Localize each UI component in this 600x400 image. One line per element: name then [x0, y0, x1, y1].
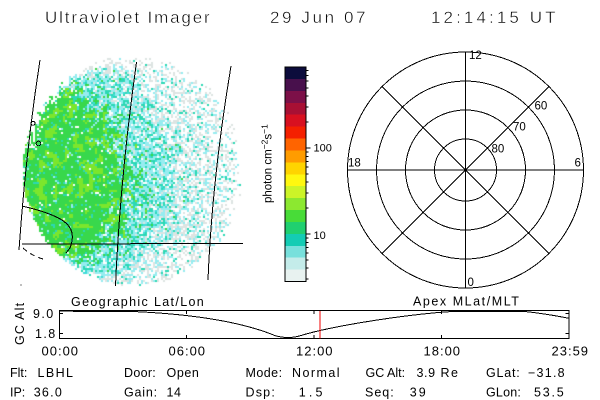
svg-text:3.9: 3.9: [417, 366, 436, 380]
svg-text:70: 70: [513, 122, 526, 134]
svg-text:Seq:: Seq:: [365, 386, 395, 400]
svg-text:12:00: 12:00: [296, 344, 334, 359]
svg-text:GC Alt:: GC Alt:: [366, 366, 406, 380]
svg-text:39: 39: [410, 386, 428, 400]
svg-text:Door:: Door:: [124, 366, 156, 380]
svg-text:36.0: 36.0: [34, 386, 63, 400]
svg-text:12: 12: [469, 50, 482, 62]
svg-text:Gain:: Gain:: [124, 386, 158, 400]
svg-text:IP:: IP:: [10, 386, 25, 400]
svg-text:18:00: 18:00: [424, 344, 462, 359]
svg-text:GLon:: GLon:: [486, 386, 521, 400]
svg-text:Dsp:: Dsp:: [246, 386, 277, 400]
svg-text:Flt:: Flt:: [10, 366, 27, 380]
svg-text:photon cm−2s−1: photon cm−2s−1: [260, 124, 275, 203]
svg-text:Normal: Normal: [292, 366, 341, 380]
svg-text:100: 100: [314, 143, 332, 155]
svg-text:80: 80: [492, 144, 505, 156]
svg-text:00:00: 00:00: [42, 344, 80, 359]
svg-text:23:59: 23:59: [552, 344, 590, 359]
svg-text:53.5: 53.5: [534, 386, 566, 400]
svg-text:18: 18: [348, 158, 361, 170]
svg-text:−31.8: −31.8: [528, 366, 566, 380]
svg-text:0: 0: [468, 277, 474, 289]
svg-text:06:00: 06:00: [169, 344, 207, 359]
svg-text:Ultraviolet Imager: Ultraviolet Imager: [45, 8, 212, 27]
svg-text:Apex MLat/MLT: Apex MLat/MLT: [413, 295, 520, 309]
svg-text:14: 14: [167, 386, 182, 400]
svg-text:10: 10: [314, 230, 326, 242]
svg-text:9.0: 9.0: [33, 307, 55, 321]
svg-text:29 Jun 07: 29 Jun 07: [270, 8, 368, 27]
svg-text:GC Alt: GC Alt: [13, 302, 27, 345]
svg-text:60: 60: [535, 101, 548, 113]
svg-text:1.8: 1.8: [35, 327, 57, 341]
svg-text:6: 6: [575, 158, 581, 170]
svg-text:Mode:: Mode:: [246, 366, 283, 380]
svg-text:1.5: 1.5: [299, 386, 326, 400]
svg-text:LBHL: LBHL: [38, 366, 75, 380]
svg-text:Re: Re: [441, 366, 460, 380]
svg-text:Open: Open: [167, 366, 200, 380]
svg-text:GLat:: GLat:: [486, 366, 521, 380]
svg-text:Geographic Lat/Lon: Geographic Lat/Lon: [71, 295, 205, 309]
svg-text:12:14:15 UT: 12:14:15 UT: [431, 8, 559, 27]
